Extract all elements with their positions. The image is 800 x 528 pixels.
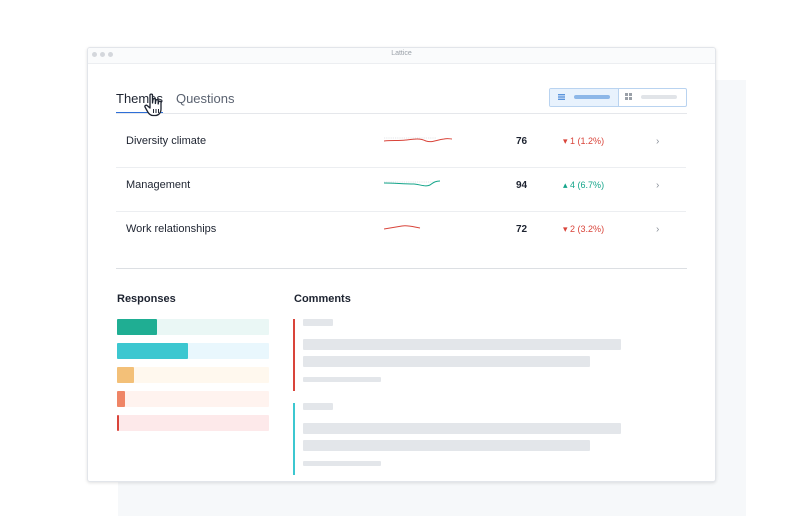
response-bar-fill: [117, 343, 189, 359]
theme-name: Diversity climate: [126, 135, 207, 147]
theme-delta-value: 2 (3.2%): [570, 224, 605, 234]
comment-text-placeholder: [303, 423, 621, 434]
responses-bars: [117, 319, 269, 439]
grid-icon: [624, 93, 632, 100]
hand-pointer-icon: [144, 93, 162, 117]
response-bar: [117, 343, 269, 359]
response-bar-fill: [117, 319, 157, 335]
caret-up-icon: ▴: [563, 180, 568, 190]
comment-meta-placeholder: [303, 377, 381, 382]
section-divider: [116, 268, 687, 269]
theme-name: Work relationships: [126, 223, 217, 235]
theme-score: 94: [516, 180, 528, 191]
responses-title: Responses: [117, 293, 176, 305]
response-bar: [117, 367, 269, 383]
response-bar: [117, 415, 269, 431]
theme-row-diversity-climate[interactable]: Diversity climate 76 ▾ 1 (1.2%) ›: [116, 124, 686, 168]
comments-title: Comments: [294, 293, 351, 305]
tab-bar: Themes Questions: [116, 91, 235, 114]
response-bar: [117, 391, 269, 407]
theme-score: 76: [516, 136, 528, 147]
comment-item[interactable]: [293, 319, 633, 391]
comment-accent-bar: [293, 403, 295, 475]
window-controls: [92, 52, 113, 57]
list-icon: [558, 94, 565, 100]
chevron-right-icon[interactable]: ›: [656, 224, 660, 235]
trend-sparkline: [384, 225, 421, 230]
comment-accent-bar: [293, 319, 295, 391]
response-bar-fill: [117, 367, 134, 383]
grid-view-label-placeholder: [640, 95, 677, 99]
theme-delta: ▴ 4 (6.7%): [563, 180, 604, 191]
minimize-window-dot[interactable]: [100, 52, 105, 57]
caret-down-icon: ▾: [563, 224, 568, 234]
comment-author-placeholder: [303, 403, 333, 410]
comments-list: [293, 319, 633, 481]
chevron-right-icon[interactable]: ›: [656, 180, 660, 191]
title-bar: Lattice: [88, 48, 715, 64]
theme-delta: ▾ 2 (3.2%): [563, 224, 604, 235]
theme-row-work-relationships[interactable]: Work relationships 72 ▾ 2 (3.2%) ›: [116, 212, 686, 255]
theme-delta: ▾ 1 (1.2%): [563, 136, 604, 147]
tabs-divider: [116, 113, 687, 114]
comment-text-placeholder: [303, 339, 621, 350]
comment-text-placeholder: [303, 440, 590, 451]
theme-row-management[interactable]: Management 94 ▴ 4 (6.7%) ›: [116, 168, 686, 212]
themes-list: Diversity climate 76 ▾ 1 (1.2%) › Manage…: [116, 124, 686, 255]
trend-sparkline: [384, 180, 441, 187]
caret-down-icon: ▾: [563, 136, 568, 146]
window-title: Lattice: [391, 50, 412, 57]
comment-item[interactable]: [293, 403, 633, 475]
maximize-window-dot[interactable]: [108, 52, 113, 57]
chevron-right-icon[interactable]: ›: [656, 136, 660, 147]
list-view-button[interactable]: [550, 89, 619, 106]
theme-delta-value: 4 (6.7%): [570, 180, 605, 190]
theme-delta-value: 1 (1.2%): [570, 136, 605, 146]
grid-view-button[interactable]: [619, 89, 687, 106]
response-bar-fill: [117, 391, 125, 407]
comment-meta-placeholder: [303, 461, 381, 466]
theme-score: 72: [516, 224, 528, 235]
comment-author-placeholder: [303, 319, 333, 326]
comment-text-placeholder: [303, 356, 590, 367]
response-bar-fill: [117, 415, 120, 431]
trend-sparkline: [384, 137, 453, 143]
app-window: Lattice Themes Questions Diversi: [87, 47, 716, 482]
list-view-label-placeholder: [574, 95, 610, 99]
tab-questions[interactable]: Questions: [175, 91, 235, 106]
view-toggle: [549, 88, 687, 107]
theme-name: Management: [126, 179, 191, 191]
close-window-dot[interactable]: [92, 52, 97, 57]
response-bar: [117, 319, 269, 335]
